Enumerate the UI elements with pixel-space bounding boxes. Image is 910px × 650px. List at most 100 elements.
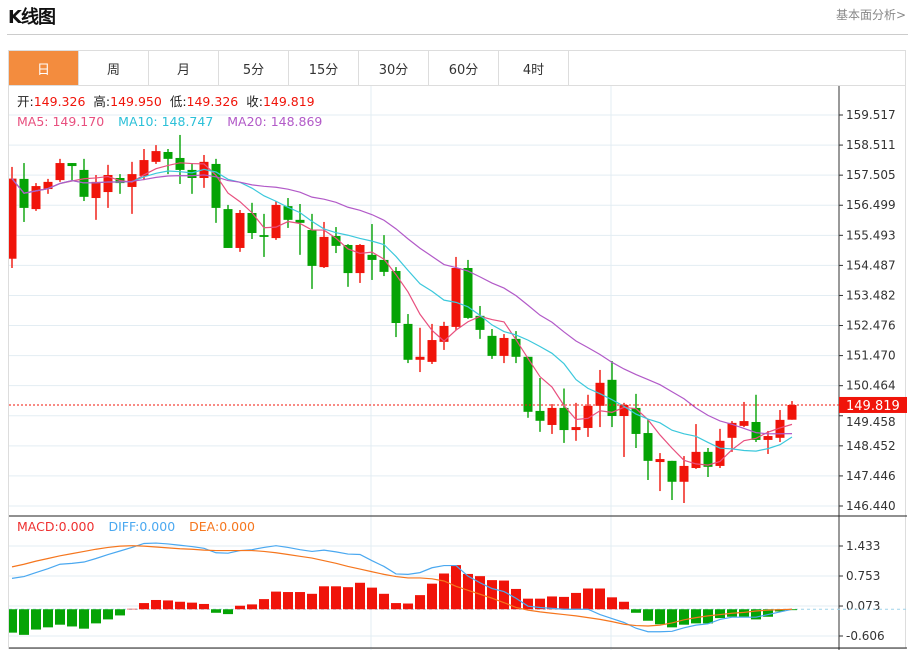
candle-up [499, 337, 509, 356]
candle-up [103, 175, 113, 193]
macd-bar [751, 609, 761, 620]
macd-bar [187, 602, 197, 610]
candle-down [259, 235, 269, 237]
candle-down [487, 335, 497, 356]
macd-bar [763, 609, 773, 617]
macd-bar [31, 609, 41, 630]
candle-up [235, 212, 245, 248]
tab-30min[interactable]: 30分 [359, 51, 429, 85]
macd-bar [535, 598, 545, 610]
ma10-value: MA10: 148.747 [118, 114, 214, 129]
candle-up [151, 151, 161, 162]
ma5-line [11, 162, 793, 466]
macd-bar [19, 609, 29, 635]
macd-bar [583, 588, 593, 610]
candle-down [367, 254, 377, 260]
candle-down [187, 169, 197, 178]
candle-down [463, 267, 473, 318]
ma10-line [11, 168, 793, 452]
macd-tick-label: 0.073 [846, 599, 880, 613]
macd-bar [463, 573, 473, 610]
candle-up [31, 186, 41, 210]
current-price-label: 149.819 [846, 399, 900, 414]
macd-bar [631, 609, 641, 613]
candle-down [643, 433, 653, 461]
macd-bar [667, 609, 677, 628]
macd-bar [283, 592, 293, 610]
ohlc-legend: 开:149.326 高:149.950 低:149.326 收:149.819 [17, 94, 319, 109]
candle-down [223, 209, 233, 248]
macd-bar [223, 609, 233, 615]
candle-up [619, 404, 629, 417]
tab-month[interactable]: 月 [149, 51, 219, 85]
macd-bar [571, 592, 581, 610]
ma-legend: MA5: 149.170 MA10: 148.747 MA20: 148.869 [17, 114, 326, 129]
macd-bar [655, 609, 665, 625]
macd-bar [175, 601, 185, 610]
candle-up [691, 451, 701, 469]
tab-5min[interactable]: 5分 [219, 51, 289, 85]
kline-chart[interactable]: 159.517 158.511 157.505 156.499 155.493 154.4… [8, 85, 907, 650]
macd-bar [355, 582, 365, 610]
macd-bar [607, 597, 617, 610]
candle-up [679, 465, 689, 482]
macd-bar [43, 609, 53, 628]
candle-up [571, 427, 581, 431]
candle-up [127, 174, 137, 187]
high-value: 149.950 [110, 94, 162, 109]
current-price-badge [839, 396, 907, 413]
candle-down [535, 410, 545, 421]
fundamental-analysis-link[interactable]: 基本面分析> [835, 8, 906, 22]
macd-bar [739, 609, 749, 617]
tab-week[interactable]: 周 [79, 51, 149, 85]
macd-bar [9, 609, 17, 633]
tab-4h[interactable]: 4时 [499, 51, 569, 85]
macd-tick-label: 1.433 [846, 539, 880, 553]
macd-bar [391, 603, 401, 610]
macd-tick-label: -0.606 [846, 629, 885, 643]
candle-down [607, 379, 617, 417]
candle-down [283, 206, 293, 220]
candle-up [451, 267, 461, 327]
candle-down [559, 407, 569, 431]
candle-up [763, 436, 773, 440]
tab-day[interactable]: 日 [9, 51, 79, 85]
candle-up [55, 163, 65, 181]
candle-down [247, 212, 257, 234]
candle-up [775, 419, 785, 438]
macd-bar [247, 604, 257, 610]
price-tick-label: 155.493 [846, 228, 896, 242]
macd-bar [499, 580, 509, 610]
macd-bar [79, 609, 89, 629]
macd-bar [295, 592, 305, 610]
macd-bar [211, 609, 221, 613]
chart-canvas[interactable]: 159.517 158.511 157.505 156.499 155.493 154.4… [9, 86, 907, 650]
macd-bar [679, 609, 689, 625]
macd-bar [619, 601, 629, 610]
tab-15min[interactable]: 15分 [289, 51, 359, 85]
candle-down [391, 270, 401, 324]
macd-bar [163, 600, 173, 610]
macd-bar [451, 565, 461, 610]
close-value: 149.819 [262, 94, 315, 109]
macd-bar [319, 586, 329, 610]
tab-60min[interactable]: 60分 [429, 51, 499, 85]
macd-bar [523, 598, 533, 610]
macd-bar [127, 608, 137, 610]
candle-down [307, 230, 317, 266]
candle-up [319, 236, 329, 268]
macd-bar [91, 609, 101, 624]
price-tick-label: 156.499 [846, 198, 896, 212]
macd-bar [691, 609, 701, 624]
macd-bar [715, 609, 725, 619]
candle-up [91, 181, 101, 199]
candle-down [667, 460, 677, 482]
candle-down [523, 356, 533, 412]
macd-bar [139, 603, 149, 610]
price-tick-label: 149.458 [846, 415, 896, 429]
candle-down [751, 421, 761, 440]
candle-up [715, 440, 725, 466]
divider [7, 34, 908, 35]
page-title: K线图 [8, 7, 56, 28]
macd-value: MACD:0.000 [17, 519, 95, 534]
